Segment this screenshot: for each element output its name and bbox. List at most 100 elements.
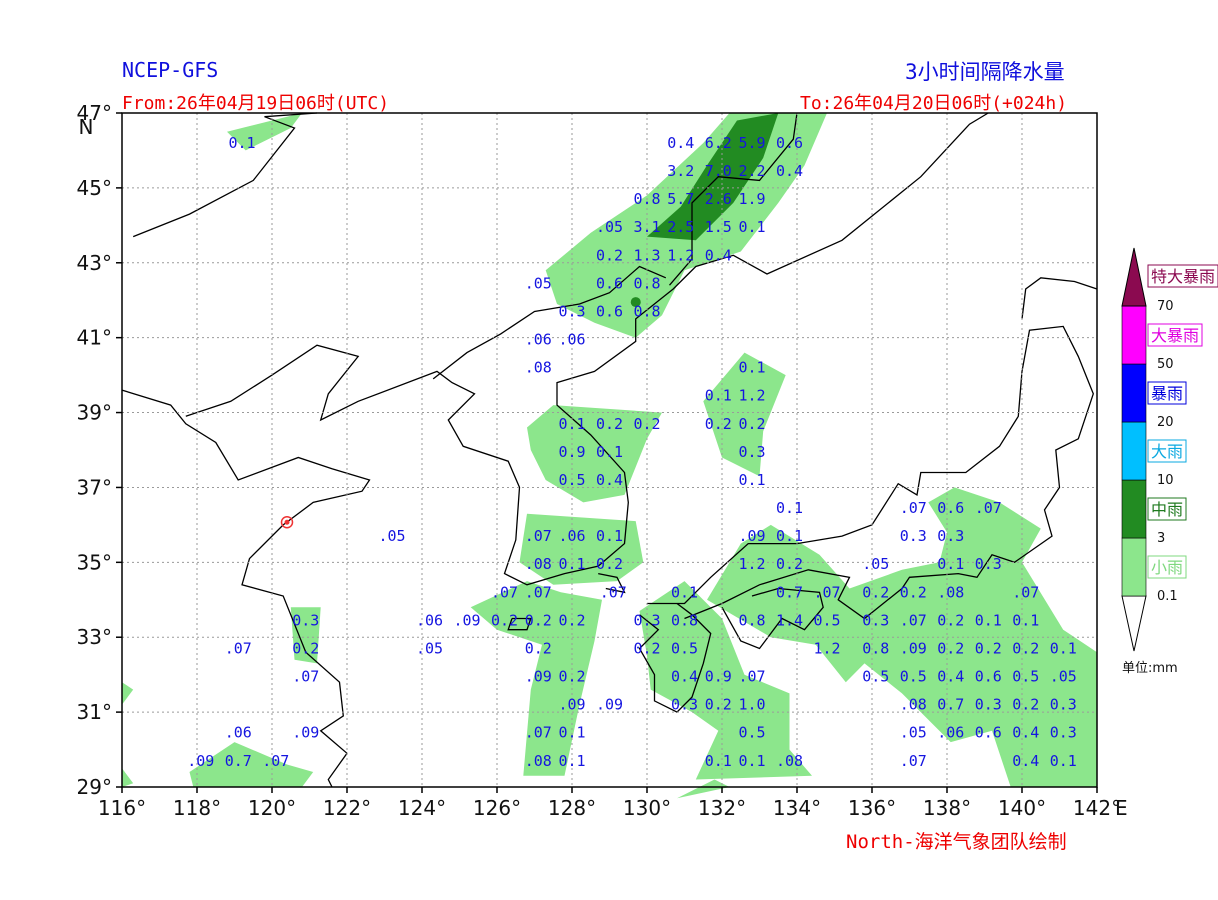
coastline: [185, 112, 989, 586]
coastline: [1021, 277, 1098, 319]
precip-value: 0.2: [558, 668, 585, 686]
station-dot: [284, 519, 290, 525]
precip-value: .05: [525, 274, 552, 292]
precip-value: 0.7: [776, 583, 803, 601]
precip-value: 0.2: [900, 583, 927, 601]
precip-value: .06: [558, 527, 585, 545]
precip-value: 2.2: [738, 162, 765, 180]
precip-value: 0.9: [558, 443, 585, 461]
precip-value: .07: [738, 668, 765, 686]
precip-value: 5.9: [738, 134, 765, 152]
precip-value: 0.6: [596, 302, 623, 320]
coastline: [598, 572, 626, 594]
precip-value: 0.4: [671, 668, 698, 686]
lon-tick-label: 118°: [173, 796, 221, 820]
precip-value: 0.2: [862, 583, 889, 601]
precip-value: 0.1: [975, 611, 1002, 629]
precip-value: .09: [453, 611, 480, 629]
precip-value: .07: [600, 583, 627, 601]
precip-value: .09: [900, 639, 927, 657]
legend-category-label: 特大暴雨: [1151, 267, 1215, 286]
precip-value: 0.2: [596, 246, 623, 264]
coastline: [121, 389, 371, 788]
legend-band: [1121, 363, 1147, 423]
precip-value: 2.5: [667, 218, 694, 236]
precip-value: .08: [900, 696, 927, 714]
lat-suffix-label: N: [79, 115, 94, 139]
coastline: [432, 265, 667, 380]
legend-category-label: 大暴雨: [1151, 326, 1199, 345]
precip-value: .06: [558, 331, 585, 349]
coastline: [669, 112, 798, 286]
precip-value: 0.4: [596, 471, 623, 489]
precip-value: 0.3: [738, 443, 765, 461]
precip-value: 0.2: [705, 696, 732, 714]
precip-value: .09: [558, 696, 585, 714]
lat-tick-label: 33°: [77, 625, 112, 649]
precip-value: .09: [187, 752, 214, 770]
coastline: [721, 587, 824, 650]
precip-value: 0.1: [228, 134, 255, 152]
legend-above-arrow: [1121, 247, 1147, 307]
legend-category-box: [1147, 497, 1187, 521]
lat-tick-label: 29°: [77, 775, 112, 799]
legend-band: [1121, 537, 1147, 597]
legend-threshold: 0.1: [1157, 589, 1178, 604]
precip-value: 1.0: [738, 696, 765, 714]
precip-value: .07: [491, 583, 518, 601]
lat-tick-label: 45°: [77, 176, 112, 200]
precip-value: 0.4: [1012, 724, 1039, 742]
precip-value: 0.3: [975, 696, 1002, 714]
valid-from-label: From:26年04月19日06时(UTC): [122, 93, 390, 114]
precip-value: 0.8: [633, 274, 660, 292]
precip-value: .07: [975, 499, 1002, 517]
legend-category-label: 暴雨: [1151, 384, 1183, 403]
precip-value: .05: [378, 527, 405, 545]
precip-value: .09: [292, 724, 319, 742]
precip-value: 1.4: [776, 611, 803, 629]
precip-value: 0.8: [862, 639, 889, 657]
precip-value: 0.3: [937, 527, 964, 545]
lon-tick-label: 140°: [998, 796, 1046, 820]
precip-value: .07: [262, 752, 289, 770]
precip-value: 0.3: [558, 302, 585, 320]
legend-threshold: 70: [1157, 299, 1174, 314]
precip-value: 0.2: [491, 611, 518, 629]
precip-value: 0.2: [596, 415, 623, 433]
precip-value: 0.2: [558, 611, 585, 629]
precip-value: .09: [738, 527, 765, 545]
precip-value: 0.2: [776, 555, 803, 573]
precip-value: .07: [525, 527, 552, 545]
station-ring: [280, 516, 294, 529]
precip-value: 2.6: [705, 190, 732, 208]
precip-value: .07: [900, 752, 927, 770]
model-title: NCEP-GFS: [122, 58, 219, 82]
precip-value: 0.4: [1012, 752, 1039, 770]
precip-value: 0.2: [1012, 639, 1039, 657]
precip-value: 0.2: [975, 639, 1002, 657]
lat-tick-label: 39°: [77, 401, 112, 425]
precip-value: 1.2: [667, 246, 694, 264]
precip-value: 0.1: [596, 527, 623, 545]
precip-value: 0.8: [633, 190, 660, 208]
precip-value: 0.5: [671, 639, 698, 657]
lon-tick-label: 138°: [923, 796, 971, 820]
precip-value: 0.2: [937, 611, 964, 629]
precip-value: 0.1: [596, 443, 623, 461]
coastline-layer: [121, 112, 1098, 788]
light-rain-area: [122, 768, 134, 787]
precip-value: 0.1: [937, 555, 964, 573]
legend-threshold: 50: [1157, 357, 1174, 372]
precip-value: 0.3: [292, 611, 319, 629]
lon-tick-label: 120°: [248, 796, 296, 820]
precip-value: 0.1: [705, 752, 732, 770]
legend-below-arrow: [1121, 595, 1147, 652]
precip-value: 0.3: [1050, 724, 1077, 742]
precip-value: 0.3: [862, 611, 889, 629]
precip-value: .09: [525, 668, 552, 686]
precip-value: .05: [596, 218, 623, 236]
lat-tick-label: 31°: [77, 700, 112, 724]
precip-value: 0.2: [292, 639, 319, 657]
coastline: [132, 112, 318, 238]
